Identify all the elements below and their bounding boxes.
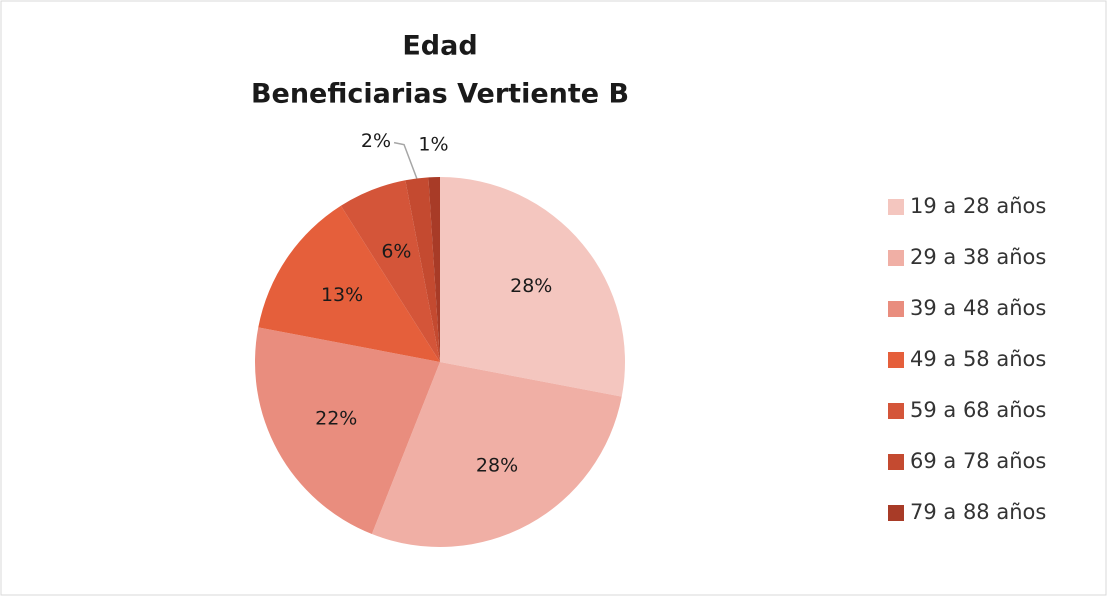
pie-slice [405, 177, 440, 362]
pie-slice [258, 205, 440, 362]
data-label: 1% [418, 134, 448, 156]
leader-line [393, 141, 418, 179]
legend-swatch [888, 454, 904, 470]
data-label: 2% [361, 130, 391, 152]
legend-label: 49 a 58 años [910, 347, 1046, 371]
legend-swatch [888, 352, 904, 368]
legend-swatch [888, 505, 904, 521]
legend-swatch [888, 301, 904, 317]
pie-slice [340, 180, 440, 362]
data-label: 6% [381, 240, 411, 262]
chart-title: Edad [402, 31, 477, 62]
legend-label: 59 a 68 años [910, 398, 1046, 422]
data-label: 28% [476, 454, 518, 476]
legend-label: 79 a 88 años [910, 500, 1046, 524]
legend-label: 69 a 78 años [910, 449, 1046, 473]
legend-label: 39 a 48 años [910, 296, 1046, 320]
legend-swatch [888, 199, 904, 215]
data-label: 22% [315, 408, 357, 430]
legend-swatch [888, 250, 904, 266]
data-label: 28% [510, 275, 552, 297]
legend-label: 29 a 38 años [910, 245, 1046, 269]
data-label: 13% [321, 284, 363, 306]
legend-swatch [888, 403, 904, 419]
chart-subtitle: Beneficiarias Vertiente B [251, 79, 629, 110]
pie-slice [440, 177, 625, 397]
pie-slice [371, 362, 622, 547]
pie-slice [254, 327, 440, 535]
legend-label: 19 a 28 años [910, 194, 1046, 218]
pie-slice [428, 177, 440, 362]
